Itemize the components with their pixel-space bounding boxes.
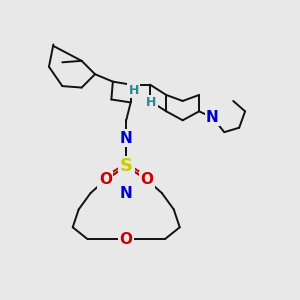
Text: S: S (120, 157, 133, 175)
Text: O: O (120, 232, 133, 247)
Text: N: N (120, 186, 133, 201)
Text: O: O (99, 172, 112, 187)
Text: N: N (206, 110, 219, 125)
Text: H: H (128, 84, 139, 97)
Text: H: H (146, 96, 157, 109)
Text: N: N (120, 130, 133, 146)
Text: O: O (140, 172, 154, 187)
